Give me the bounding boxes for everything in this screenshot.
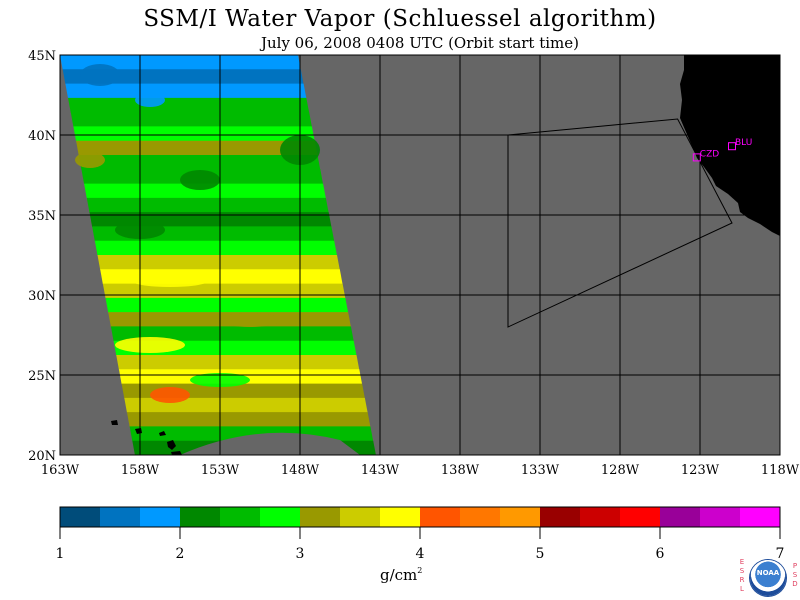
colorbar-tick-label: 4 <box>416 546 425 562</box>
station-label: BLU <box>735 138 752 148</box>
colorbar-swatch <box>500 507 541 527</box>
swath-row <box>65 83 307 99</box>
colorbar-unit: g/cm2 <box>380 566 422 584</box>
swath-blotch <box>150 387 190 403</box>
swath-blotch <box>220 313 280 327</box>
colorbar-tick-label: 7 <box>776 546 785 562</box>
longitude-labels: 163W 158W 153W 148W 143W 138W 133W 128W 123W 118W <box>41 463 800 478</box>
swath-row <box>94 240 337 256</box>
unit-exponent: 2 <box>417 566 423 575</box>
longitude-label: 128W <box>601 463 640 478</box>
colorbar-swatch <box>420 507 461 527</box>
colorbar-tick-label: 1 <box>56 546 65 562</box>
swath-row <box>126 412 371 427</box>
swath-row <box>60 55 301 70</box>
longitude-label: 148W <box>281 463 320 478</box>
latitude-label: 45N <box>28 49 56 64</box>
colorbar-swatch <box>60 507 101 527</box>
colorbar-tick-label: 5 <box>536 546 545 562</box>
latitude-label: 20N <box>28 449 56 464</box>
hawaii-island-maui <box>159 431 166 436</box>
colorbar-swatch <box>580 507 621 527</box>
colorbar-tick-label: 2 <box>176 546 185 562</box>
swath-row <box>86 197 329 213</box>
colorbar <box>59 506 781 528</box>
swath-blotch <box>130 273 210 287</box>
longitude-label: 153W <box>201 463 240 478</box>
colorbar-tick-label: 6 <box>656 546 665 562</box>
colorbar-swatch <box>700 507 741 527</box>
swath-row <box>68 97 310 113</box>
noaa-emblem-icon: NOAA <box>750 560 786 596</box>
swath-row <box>124 397 368 413</box>
plot-frame <box>59 54 781 456</box>
swath-blotch <box>75 152 105 168</box>
colorbar-swatch <box>340 507 381 527</box>
flight-track <box>507 118 733 328</box>
colorbar-swatch <box>220 507 261 527</box>
colorbar-swatch <box>140 507 181 527</box>
longitude-label: 143W <box>361 463 400 478</box>
station-markers: CZD BLU <box>692 138 752 162</box>
colorbar-swatch <box>300 507 341 527</box>
longitude-label: 123W <box>681 463 720 478</box>
colorbar-swatch <box>740 507 781 527</box>
swath-blotch <box>80 64 120 86</box>
colorbar-swatch <box>460 507 501 527</box>
swath-blotch <box>180 170 220 190</box>
colorbar-swatch <box>260 507 301 527</box>
hawaii-island-kauai <box>111 420 118 425</box>
latitude-labels: 45N 40N 35N 30N 25N 20N <box>28 49 56 464</box>
lat-lon-grid <box>60 55 780 455</box>
station-marker-icon <box>692 153 701 162</box>
swath-row <box>73 126 315 142</box>
colorbar-tick-label: 3 <box>296 546 305 562</box>
swath-row <box>102 283 346 299</box>
hawaii-island-big <box>167 440 176 450</box>
unit-base: g/cm <box>380 566 418 584</box>
longitude-label: 163W <box>41 463 80 478</box>
colorbar-swatch <box>660 507 701 527</box>
latitude-label: 35N <box>28 209 56 224</box>
colorbar-swatch <box>620 507 661 527</box>
longitude-label: 133W <box>521 463 560 478</box>
map-title: SSM/I Water Vapor (Schluessel algorithm) <box>143 6 657 32</box>
hawaii-island-lower <box>171 451 182 455</box>
longitude-label: 138W <box>441 463 480 478</box>
swath-row <box>78 155 321 170</box>
latitude-label: 40N <box>28 129 56 144</box>
noaa-text: NOAA <box>756 569 780 577</box>
colorbar-swatch <box>180 507 221 527</box>
swath-gap <box>180 432 360 455</box>
swath-row <box>76 140 318 156</box>
station-label: CZD <box>700 149 719 159</box>
latitude-label: 30N <box>28 289 56 304</box>
swath-row <box>105 297 349 313</box>
swath-row <box>116 355 360 370</box>
latitude-label: 25N <box>28 369 56 384</box>
longitude-label: 118W <box>761 463 800 478</box>
swath-blotch <box>115 337 185 353</box>
swath-blotch <box>135 93 165 107</box>
swath-row <box>110 326 354 342</box>
colorbar-swatch <box>380 507 421 527</box>
swath-row <box>84 183 326 199</box>
north-america-coast <box>680 55 780 236</box>
swath-row <box>70 112 312 127</box>
swath-row <box>97 255 340 270</box>
longitude-label: 158W <box>121 463 160 478</box>
station-marker-icon <box>728 142 736 151</box>
colorbar-tick-labels: 1 2 3 4 5 6 7 <box>56 527 785 562</box>
colorbar-swatch <box>540 507 581 527</box>
water-vapor-swath <box>60 55 376 455</box>
map-subtitle: July 06, 2008 0408 UTC (Orbit start time… <box>260 34 580 52</box>
colorbar-swatch <box>100 507 141 527</box>
swath-row <box>62 69 304 85</box>
